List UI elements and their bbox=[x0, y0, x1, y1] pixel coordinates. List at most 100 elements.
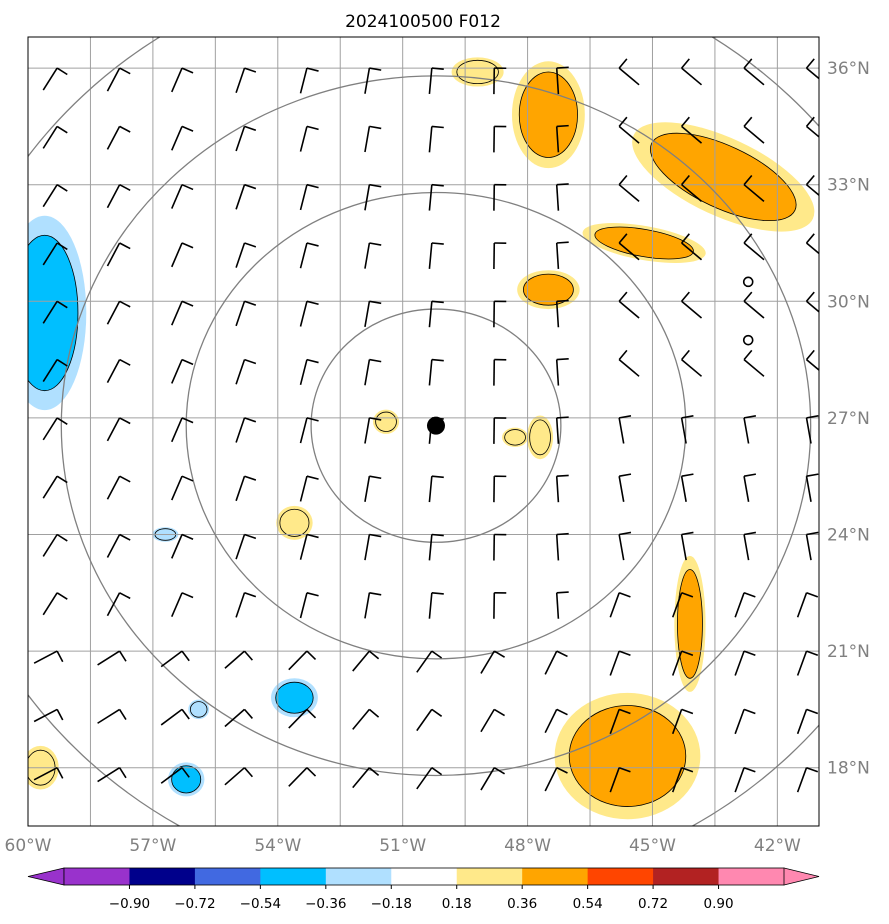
wind-barb bbox=[42, 475, 68, 499]
wind-barb bbox=[618, 58, 640, 86]
wind-barb bbox=[106, 300, 131, 325]
wind-barb bbox=[743, 58, 765, 86]
wind-barb bbox=[493, 591, 507, 619]
wind-barb bbox=[796, 708, 819, 735]
wind-barb bbox=[743, 116, 765, 144]
latitude-label: 36°N bbox=[827, 59, 870, 79]
wind-barb bbox=[416, 708, 443, 732]
wind-barb bbox=[364, 125, 382, 153]
colorbar-under-arrow bbox=[27, 867, 65, 886]
wind-barbs bbox=[33, 58, 819, 793]
wind-barb bbox=[493, 125, 507, 153]
wind-barb bbox=[299, 300, 319, 327]
wind-barb bbox=[288, 708, 317, 729]
lat-lon-gridlines bbox=[28, 37, 819, 826]
wind-barb bbox=[618, 349, 640, 377]
colorbar-swatch bbox=[129, 868, 196, 885]
field-shade-core bbox=[529, 419, 551, 456]
wind-barb bbox=[805, 473, 819, 502]
wind-barb bbox=[299, 475, 319, 502]
field-shade-core bbox=[171, 765, 202, 794]
wind-barb bbox=[493, 183, 507, 211]
wind-barb bbox=[743, 233, 765, 261]
wind-barb bbox=[493, 300, 507, 328]
wind-barb bbox=[743, 291, 765, 319]
calm-wind-circle bbox=[742, 334, 754, 346]
wind-barb bbox=[299, 358, 319, 385]
wind-barb bbox=[160, 767, 190, 784]
wind-barb bbox=[428, 67, 444, 95]
wind-barb bbox=[428, 242, 444, 269]
wind-barb bbox=[555, 241, 569, 269]
wind-barb bbox=[235, 242, 257, 268]
longitude-label: 45°W bbox=[629, 836, 676, 856]
wind-barb bbox=[671, 708, 694, 735]
wind-barb bbox=[171, 533, 194, 559]
field-shade-core bbox=[275, 681, 314, 714]
wind-barb bbox=[555, 124, 569, 153]
wind-barb bbox=[235, 358, 257, 385]
wind-barb bbox=[805, 174, 819, 197]
wind-barb bbox=[428, 125, 444, 153]
wind-barb bbox=[235, 125, 257, 152]
wind-barb bbox=[106, 67, 131, 92]
field-shade-core bbox=[518, 71, 578, 158]
wind-barb bbox=[106, 592, 131, 617]
wind-barb bbox=[42, 592, 68, 616]
range-ring bbox=[60, 75, 812, 777]
wind-barb bbox=[364, 67, 382, 94]
wind-barb bbox=[680, 415, 694, 444]
wind-barb bbox=[680, 473, 694, 502]
colorbar-tick-label: 0.36 bbox=[507, 896, 537, 912]
colorbar-swatch bbox=[64, 868, 130, 885]
wind-barb bbox=[224, 767, 253, 786]
wind-barb bbox=[364, 533, 382, 561]
wind-barb bbox=[544, 708, 568, 734]
storm-center-marker bbox=[426, 416, 445, 435]
wind-barb bbox=[364, 417, 382, 444]
colorbar-outline bbox=[63, 867, 785, 886]
wind-barb bbox=[743, 531, 757, 561]
wind-barb bbox=[618, 174, 640, 203]
wind-barb bbox=[805, 116, 819, 138]
shaded-field-layer bbox=[28, 57, 815, 820]
field-shade-core bbox=[504, 429, 526, 446]
latitude-labels: 36°N 33°N 30°N 27°N 24°N 21°N 18°N bbox=[827, 59, 870, 779]
wind-barb bbox=[480, 708, 505, 733]
latitude-label: 18°N bbox=[827, 759, 870, 779]
field-shade-core bbox=[28, 234, 79, 392]
wind-barb bbox=[299, 417, 319, 444]
wind-barb bbox=[235, 183, 257, 210]
wind-barb bbox=[299, 183, 319, 211]
wind-barb bbox=[609, 766, 631, 793]
wind-barb bbox=[364, 592, 382, 619]
wind-barb bbox=[555, 358, 569, 386]
wind-barb bbox=[555, 591, 569, 619]
latitude-label: 21°N bbox=[827, 642, 870, 662]
wind-barb bbox=[493, 475, 507, 503]
wind-barb bbox=[352, 767, 380, 789]
wind-barb bbox=[681, 291, 703, 319]
field-shade-core bbox=[594, 226, 694, 260]
colorbar-tick-label: 0.54 bbox=[573, 896, 603, 912]
colorbar-swatch bbox=[260, 868, 327, 885]
wind-barb bbox=[171, 300, 194, 326]
colorbar-over-arrow bbox=[783, 867, 820, 886]
wind-barb bbox=[544, 650, 568, 675]
wind-barb bbox=[364, 300, 382, 328]
field-shade-core bbox=[279, 508, 310, 537]
wind-barb bbox=[428, 592, 444, 619]
wind-barb bbox=[235, 592, 257, 618]
colorbar-swatch bbox=[194, 868, 261, 885]
wind-barb bbox=[171, 358, 194, 384]
wind-barb bbox=[743, 473, 757, 502]
wind-barb bbox=[681, 349, 703, 377]
wind-barb bbox=[555, 183, 569, 211]
colorbar-swatch bbox=[653, 868, 720, 885]
wind-barb bbox=[33, 766, 64, 781]
wind-barb bbox=[805, 415, 819, 444]
wind-barb bbox=[493, 417, 507, 444]
colorbar-tick-label: −0.54 bbox=[240, 896, 281, 912]
longitude-label: 51°W bbox=[379, 836, 426, 856]
longitude-label: 57°W bbox=[129, 836, 176, 856]
